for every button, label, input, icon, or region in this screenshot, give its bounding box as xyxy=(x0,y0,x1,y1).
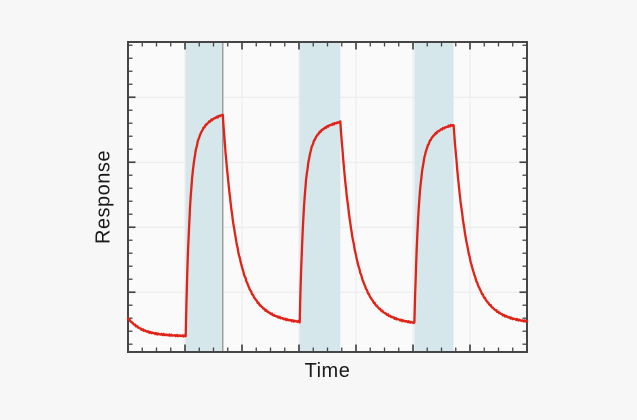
y-axis-label: Response xyxy=(92,149,115,245)
exposure-band xyxy=(299,42,341,352)
response-curve xyxy=(126,113,529,338)
exposure-band xyxy=(185,42,223,352)
axis-frame xyxy=(127,41,528,353)
exposure-band xyxy=(414,42,454,352)
x-axis-label: Time xyxy=(304,360,351,382)
